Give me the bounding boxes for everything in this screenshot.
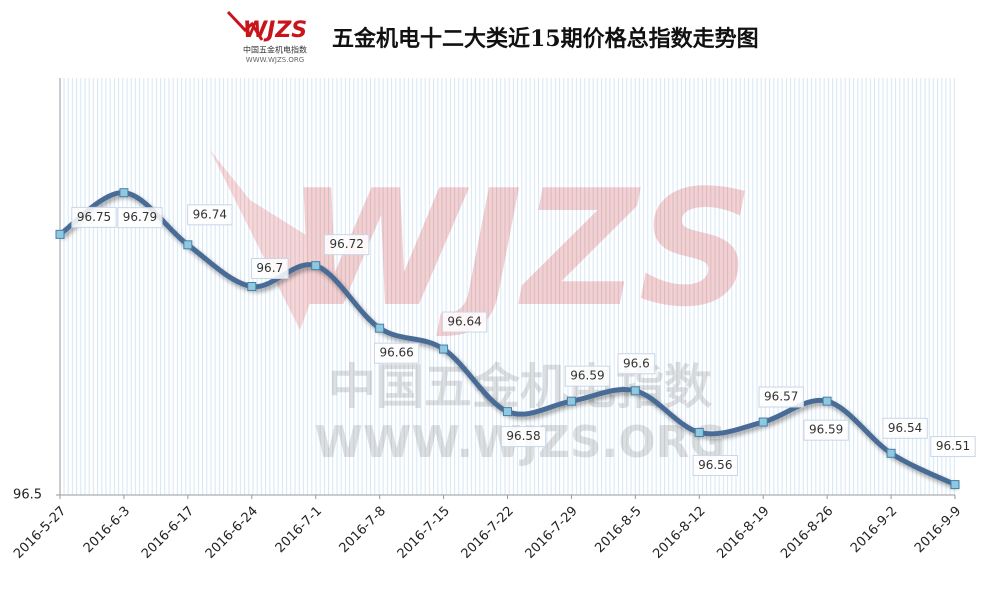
marker bbox=[758, 417, 768, 427]
x-tick-label: 2016-7-1 bbox=[273, 504, 325, 556]
value-label-box bbox=[930, 436, 976, 458]
logo-name: 中国五金机电指数 bbox=[243, 45, 307, 55]
value-label: 96.66 bbox=[379, 346, 413, 360]
value-label-box bbox=[500, 426, 547, 448]
marker bbox=[311, 261, 321, 271]
value-label: 96.74 bbox=[193, 207, 227, 221]
value-label: 96.59 bbox=[570, 369, 604, 383]
value-label: 96.54 bbox=[888, 421, 922, 435]
marker bbox=[247, 282, 257, 291]
marker bbox=[566, 396, 576, 406]
value-label-box bbox=[187, 204, 233, 226]
x-tick-label: 2016-8-12 bbox=[650, 504, 708, 562]
x-tick-label: 2016-5-27 bbox=[11, 504, 69, 562]
marker bbox=[439, 344, 449, 354]
logo: WJZS 中国五金机电指数 WWW.WJZS.ORG bbox=[226, 10, 307, 64]
x-tick-label: 2016-6-17 bbox=[139, 504, 197, 562]
value-label: 96.64 bbox=[447, 315, 481, 329]
value-label: 96.7 bbox=[256, 261, 283, 275]
value-label: 96.79 bbox=[123, 210, 157, 224]
x-tick-label: 2016-8-5 bbox=[592, 504, 644, 556]
value-label: 96.59 bbox=[809, 423, 843, 437]
y-tick-label: 96.5 bbox=[13, 488, 42, 503]
marker bbox=[119, 188, 129, 198]
value-label-box bbox=[250, 258, 289, 279]
marker bbox=[950, 480, 960, 490]
chart-title: 五金机电十二大类近15期价格总指数走势图 bbox=[332, 26, 759, 52]
value-label-box bbox=[71, 206, 117, 228]
x-tick-label: 2016-7-29 bbox=[523, 504, 581, 562]
value-label: 96.58 bbox=[506, 429, 540, 443]
x-tick-label: 2016-8-19 bbox=[714, 504, 772, 562]
marker bbox=[375, 323, 385, 333]
x-tick-label: 2016-9-9 bbox=[912, 504, 964, 556]
x-tick-label: 2016-9-2 bbox=[848, 504, 900, 556]
logo-arrow bbox=[226, 10, 264, 41]
value-label-box bbox=[617, 353, 656, 375]
value-label: 96.56 bbox=[698, 458, 732, 472]
value-label-box bbox=[803, 419, 849, 441]
logo-url: WWW.WJZS.ORG bbox=[246, 56, 304, 64]
x-tick-label: 2016-7-8 bbox=[337, 504, 389, 556]
value-label-box bbox=[324, 234, 370, 256]
value-label-box bbox=[117, 207, 163, 229]
value-label-box bbox=[758, 386, 804, 408]
marker bbox=[630, 386, 640, 396]
x-tick-label: 2016-7-22 bbox=[459, 504, 517, 562]
value-label-box bbox=[882, 417, 928, 439]
value-label: 96.6 bbox=[623, 356, 650, 370]
marker bbox=[55, 229, 65, 239]
x-tick-label: 2016-7-15 bbox=[395, 504, 453, 562]
x-tick-label: 2016-6-3 bbox=[81, 504, 133, 556]
watermark-arrow bbox=[210, 150, 330, 330]
marker bbox=[886, 448, 896, 458]
x-tick-label: 2016-6-24 bbox=[203, 504, 261, 562]
value-label: 96.75 bbox=[77, 210, 111, 224]
value-label: 96.51 bbox=[936, 439, 970, 453]
value-label: 96.72 bbox=[330, 237, 364, 251]
value-label-box bbox=[564, 365, 611, 387]
x-tick-label: 2016-8-26 bbox=[778, 504, 836, 562]
marker bbox=[694, 427, 704, 437]
value-label-box bbox=[373, 342, 420, 364]
value-label: 96.57 bbox=[764, 390, 798, 404]
marker bbox=[503, 407, 512, 417]
marker bbox=[822, 396, 832, 406]
value-label-box bbox=[441, 311, 488, 333]
value-label-box bbox=[692, 454, 738, 476]
marker bbox=[183, 240, 193, 250]
logo-mark: WJZS bbox=[243, 18, 307, 43]
